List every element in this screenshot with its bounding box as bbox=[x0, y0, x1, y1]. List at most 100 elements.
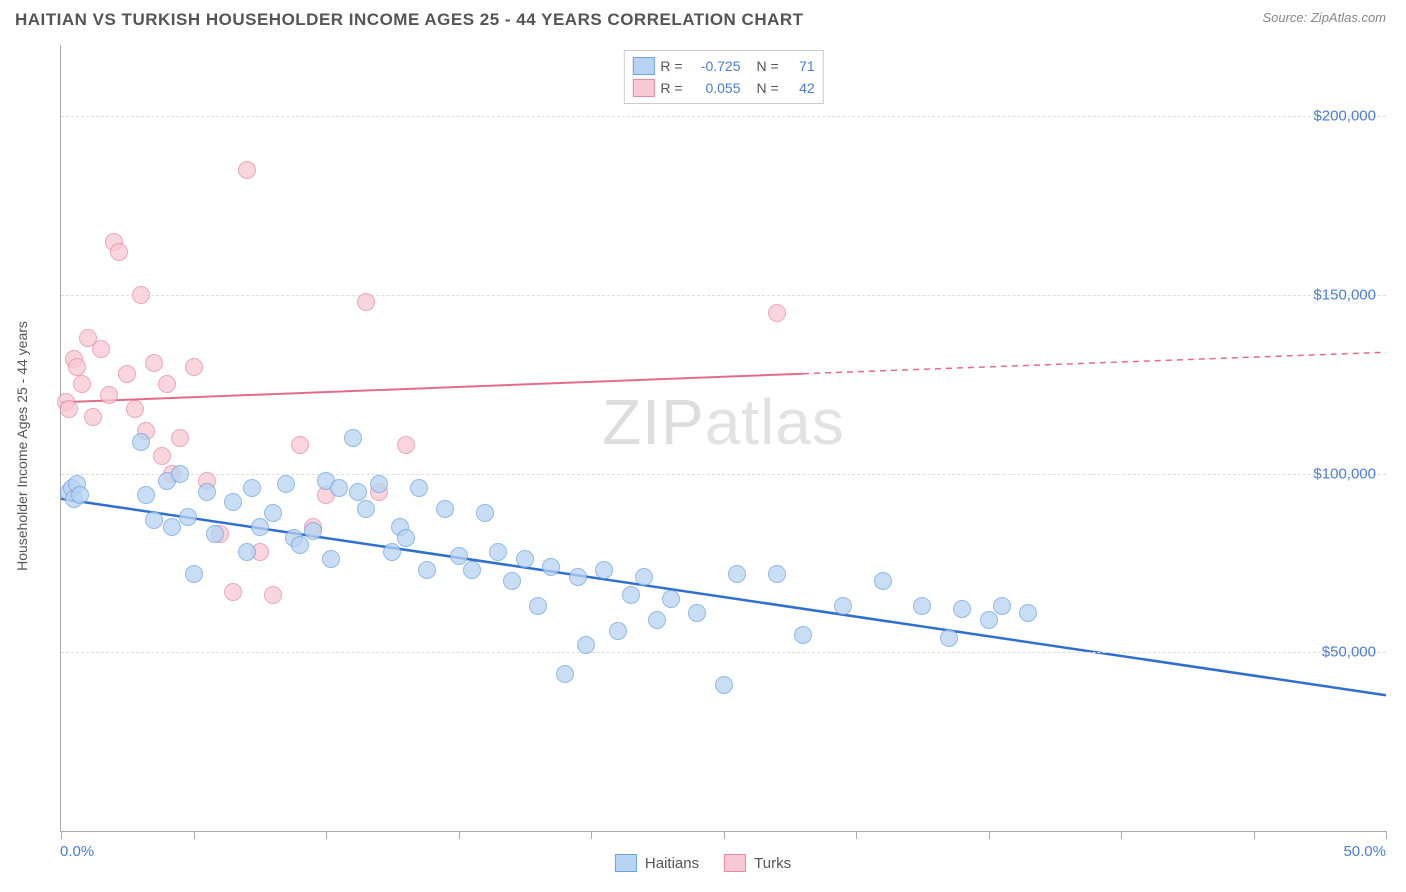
regression-lines bbox=[61, 45, 1386, 831]
data-point bbox=[874, 572, 892, 590]
data-point bbox=[569, 568, 587, 586]
data-point bbox=[622, 586, 640, 604]
data-point bbox=[198, 483, 216, 501]
data-point bbox=[92, 340, 110, 358]
x-tick bbox=[326, 831, 327, 839]
data-point bbox=[243, 479, 261, 497]
data-point bbox=[158, 375, 176, 393]
y-tick-label: $100,000 bbox=[1313, 465, 1376, 482]
data-point bbox=[383, 543, 401, 561]
source-label: Source: ZipAtlas.com bbox=[1262, 10, 1386, 25]
data-point bbox=[370, 475, 388, 493]
data-point bbox=[489, 543, 507, 561]
data-point bbox=[304, 522, 322, 540]
data-point bbox=[153, 447, 171, 465]
x-tick bbox=[856, 831, 857, 839]
data-point bbox=[349, 483, 367, 501]
data-point bbox=[264, 504, 282, 522]
data-point bbox=[794, 626, 812, 644]
data-point bbox=[1019, 604, 1037, 622]
data-point bbox=[635, 568, 653, 586]
data-point bbox=[834, 597, 852, 615]
y-tick-label: $150,000 bbox=[1313, 287, 1376, 304]
x-tick bbox=[591, 831, 592, 839]
data-point bbox=[344, 429, 362, 447]
correlation-legend: R =-0.725N =71R =0.055N =42 bbox=[623, 50, 823, 104]
gridline bbox=[61, 116, 1386, 117]
legend-item: Turks bbox=[724, 854, 791, 872]
data-point bbox=[330, 479, 348, 497]
data-point bbox=[556, 665, 574, 683]
data-point bbox=[648, 611, 666, 629]
chart-title: HAITIAN VS TURKISH HOUSEHOLDER INCOME AG… bbox=[15, 10, 804, 30]
data-point bbox=[768, 304, 786, 322]
data-point bbox=[357, 500, 375, 518]
y-axis-title: Householder Income Ages 25 - 44 years bbox=[14, 321, 30, 571]
data-point bbox=[662, 590, 680, 608]
y-tick-label: $200,000 bbox=[1313, 108, 1376, 125]
data-point bbox=[529, 597, 547, 615]
data-point bbox=[185, 358, 203, 376]
gridline bbox=[61, 474, 1386, 475]
gridline bbox=[61, 652, 1386, 653]
data-point bbox=[503, 572, 521, 590]
data-point bbox=[450, 547, 468, 565]
data-point bbox=[609, 622, 627, 640]
data-point bbox=[993, 597, 1011, 615]
data-point bbox=[100, 386, 118, 404]
y-tick-label: $50,000 bbox=[1322, 644, 1376, 661]
data-point bbox=[542, 558, 560, 576]
data-point bbox=[132, 286, 150, 304]
data-point bbox=[145, 511, 163, 529]
data-point bbox=[980, 611, 998, 629]
x-tick bbox=[724, 831, 725, 839]
data-point bbox=[516, 550, 534, 568]
data-point bbox=[397, 436, 415, 454]
data-point bbox=[238, 543, 256, 561]
x-tick bbox=[1121, 831, 1122, 839]
x-tick bbox=[1386, 831, 1387, 839]
data-point bbox=[357, 293, 375, 311]
x-tick bbox=[194, 831, 195, 839]
data-point bbox=[73, 375, 91, 393]
chart-area: ZIPatlas R =-0.725N =71R =0.055N =42 $50… bbox=[60, 45, 1386, 832]
data-point bbox=[418, 561, 436, 579]
watermark: ZIPatlas bbox=[602, 385, 845, 459]
data-point bbox=[224, 583, 242, 601]
data-point bbox=[940, 629, 958, 647]
data-point bbox=[132, 433, 150, 451]
data-point bbox=[768, 565, 786, 583]
data-point bbox=[224, 493, 242, 511]
data-point bbox=[322, 550, 340, 568]
data-point bbox=[185, 565, 203, 583]
data-point bbox=[251, 518, 269, 536]
legend-row: R =-0.725N =71 bbox=[632, 55, 814, 77]
x-tick bbox=[989, 831, 990, 839]
data-point bbox=[397, 529, 415, 547]
data-point bbox=[68, 358, 86, 376]
x-tick bbox=[61, 831, 62, 839]
x-axis-max-label: 50.0% bbox=[1343, 843, 1386, 860]
data-point bbox=[463, 561, 481, 579]
x-tick bbox=[1254, 831, 1255, 839]
legend-swatch bbox=[724, 854, 746, 872]
data-point bbox=[476, 504, 494, 522]
legend-swatch bbox=[632, 79, 654, 97]
data-point bbox=[179, 508, 197, 526]
data-point bbox=[238, 161, 256, 179]
data-point bbox=[595, 561, 613, 579]
series-legend: HaitiansTurks bbox=[615, 854, 791, 872]
data-point bbox=[291, 536, 309, 554]
data-point bbox=[71, 486, 89, 504]
x-axis-min-label: 0.0% bbox=[60, 843, 94, 860]
data-point bbox=[953, 600, 971, 618]
data-point bbox=[577, 636, 595, 654]
x-tick bbox=[459, 831, 460, 839]
data-point bbox=[145, 354, 163, 372]
data-point bbox=[163, 518, 181, 536]
data-point bbox=[206, 525, 224, 543]
data-point bbox=[728, 565, 746, 583]
data-point bbox=[84, 408, 102, 426]
legend-swatch bbox=[615, 854, 637, 872]
data-point bbox=[126, 400, 144, 418]
